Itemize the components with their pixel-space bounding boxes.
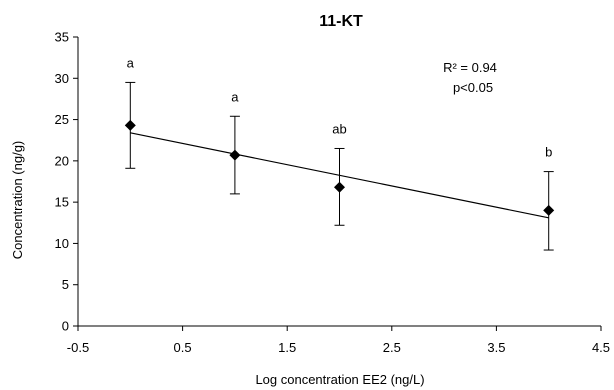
y-tick-label: 15 bbox=[55, 195, 69, 210]
significance-label: a bbox=[231, 89, 239, 104]
data-point bbox=[229, 149, 241, 161]
y-axis-label: Concentration (ng/g) bbox=[10, 141, 25, 260]
y-tick-label: 5 bbox=[62, 277, 69, 292]
r-squared-annotation: R² = 0.94 bbox=[443, 60, 497, 75]
data-point bbox=[334, 181, 345, 193]
y-tick-label: 30 bbox=[55, 71, 69, 86]
p-value-annotation: p<0.05 bbox=[453, 80, 493, 95]
x-tick-label: 1.5 bbox=[278, 340, 296, 355]
x-tick-label: 3.5 bbox=[487, 340, 505, 355]
y-tick-label: 10 bbox=[55, 236, 69, 251]
y-tick-label: 25 bbox=[55, 112, 69, 127]
y-tick-label: 20 bbox=[55, 153, 69, 168]
x-axis-label: Log concentration EE2 (ng/L) bbox=[255, 372, 424, 387]
data-point bbox=[124, 119, 136, 131]
x-tick-label: -0.5 bbox=[67, 340, 89, 355]
y-tick-label: 35 bbox=[55, 30, 69, 45]
y-tick-label: 0 bbox=[62, 319, 69, 334]
x-tick-label: 2.5 bbox=[383, 340, 401, 355]
x-tick-label: 0.5 bbox=[174, 340, 192, 355]
significance-label: b bbox=[545, 145, 552, 160]
plot-area: 0 5 10 15 20 25 30 35 -0.5 0.5 1.5 2.5 3.5 4.5 a a ab b bbox=[55, 30, 611, 356]
significance-label: a bbox=[127, 55, 135, 70]
x-tick-label: 4.5 bbox=[592, 340, 610, 355]
chart-title: 11-KT bbox=[319, 13, 363, 30]
significance-label: ab bbox=[332, 121, 346, 136]
data-point bbox=[543, 204, 555, 216]
